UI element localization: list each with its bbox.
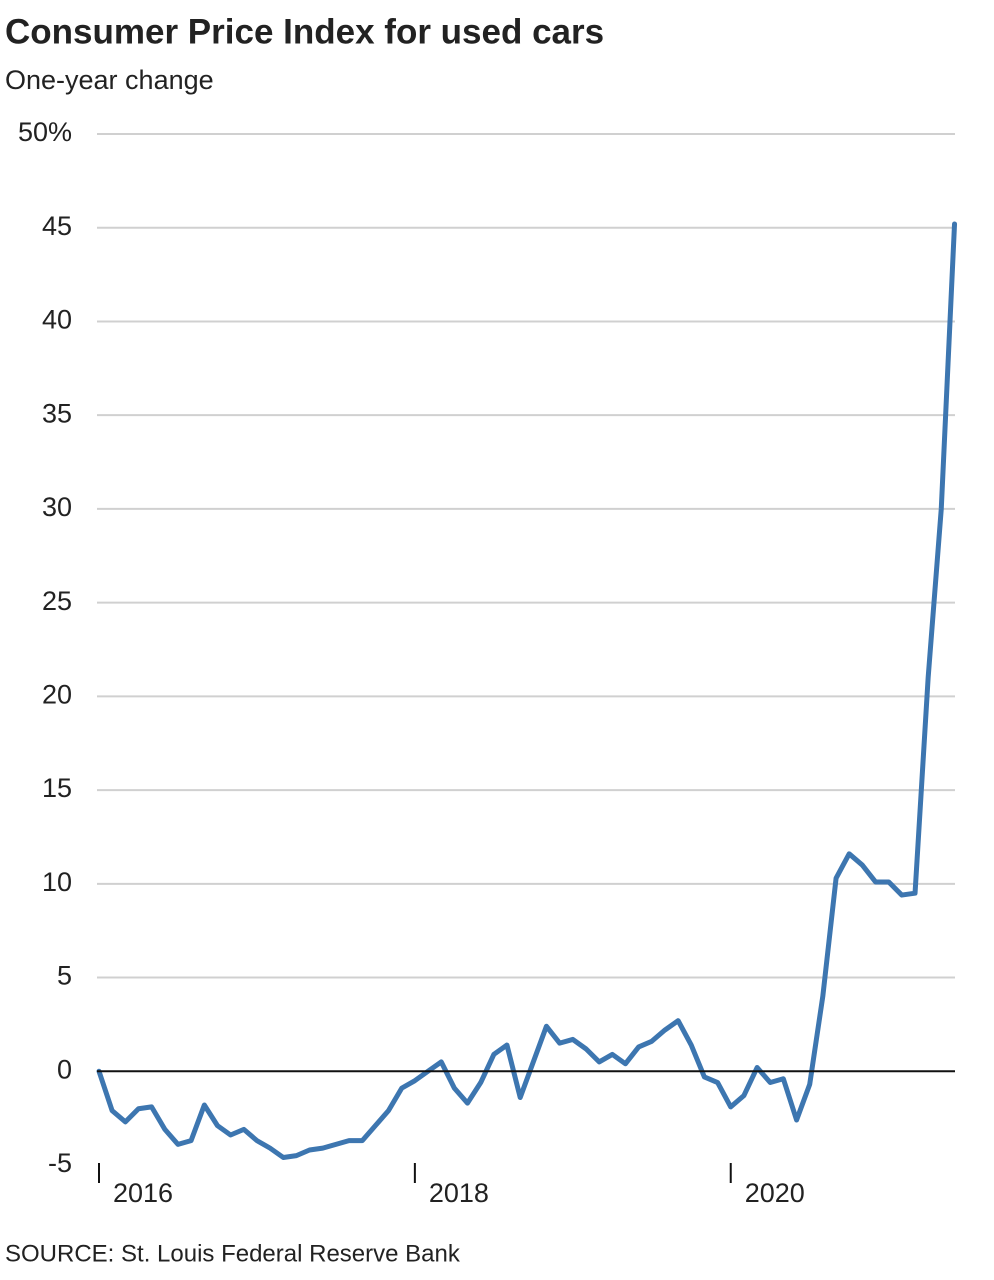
y-tick-label: 0 — [57, 1054, 72, 1084]
y-tick-label: 45 — [42, 211, 72, 241]
x-tick-label: 2018 — [429, 1178, 489, 1208]
y-tick-label: 35 — [42, 398, 72, 428]
y-tick-label: 15 — [42, 773, 72, 803]
chart-title: Consumer Price Index for used cars — [5, 12, 604, 51]
y-tick-label: -5 — [48, 1148, 72, 1178]
y-tick-label: 25 — [42, 586, 72, 616]
x-tick-label: 2016 — [113, 1178, 173, 1208]
chart-subtitle: One-year change — [5, 65, 214, 95]
y-tick-label: 5 — [57, 961, 72, 991]
y-tick-label: 40 — [42, 305, 72, 335]
y-tick-label: 20 — [42, 679, 72, 709]
data-line — [96, 221, 958, 1160]
x-tick-label: 2020 — [745, 1178, 805, 1208]
y-tick-label: 30 — [42, 492, 72, 522]
source-note: SOURCE: St. Louis Federal Reserve Bank — [5, 1240, 461, 1267]
y-tick-label: 50% — [18, 117, 72, 147]
y-tick-label: 10 — [42, 867, 72, 897]
